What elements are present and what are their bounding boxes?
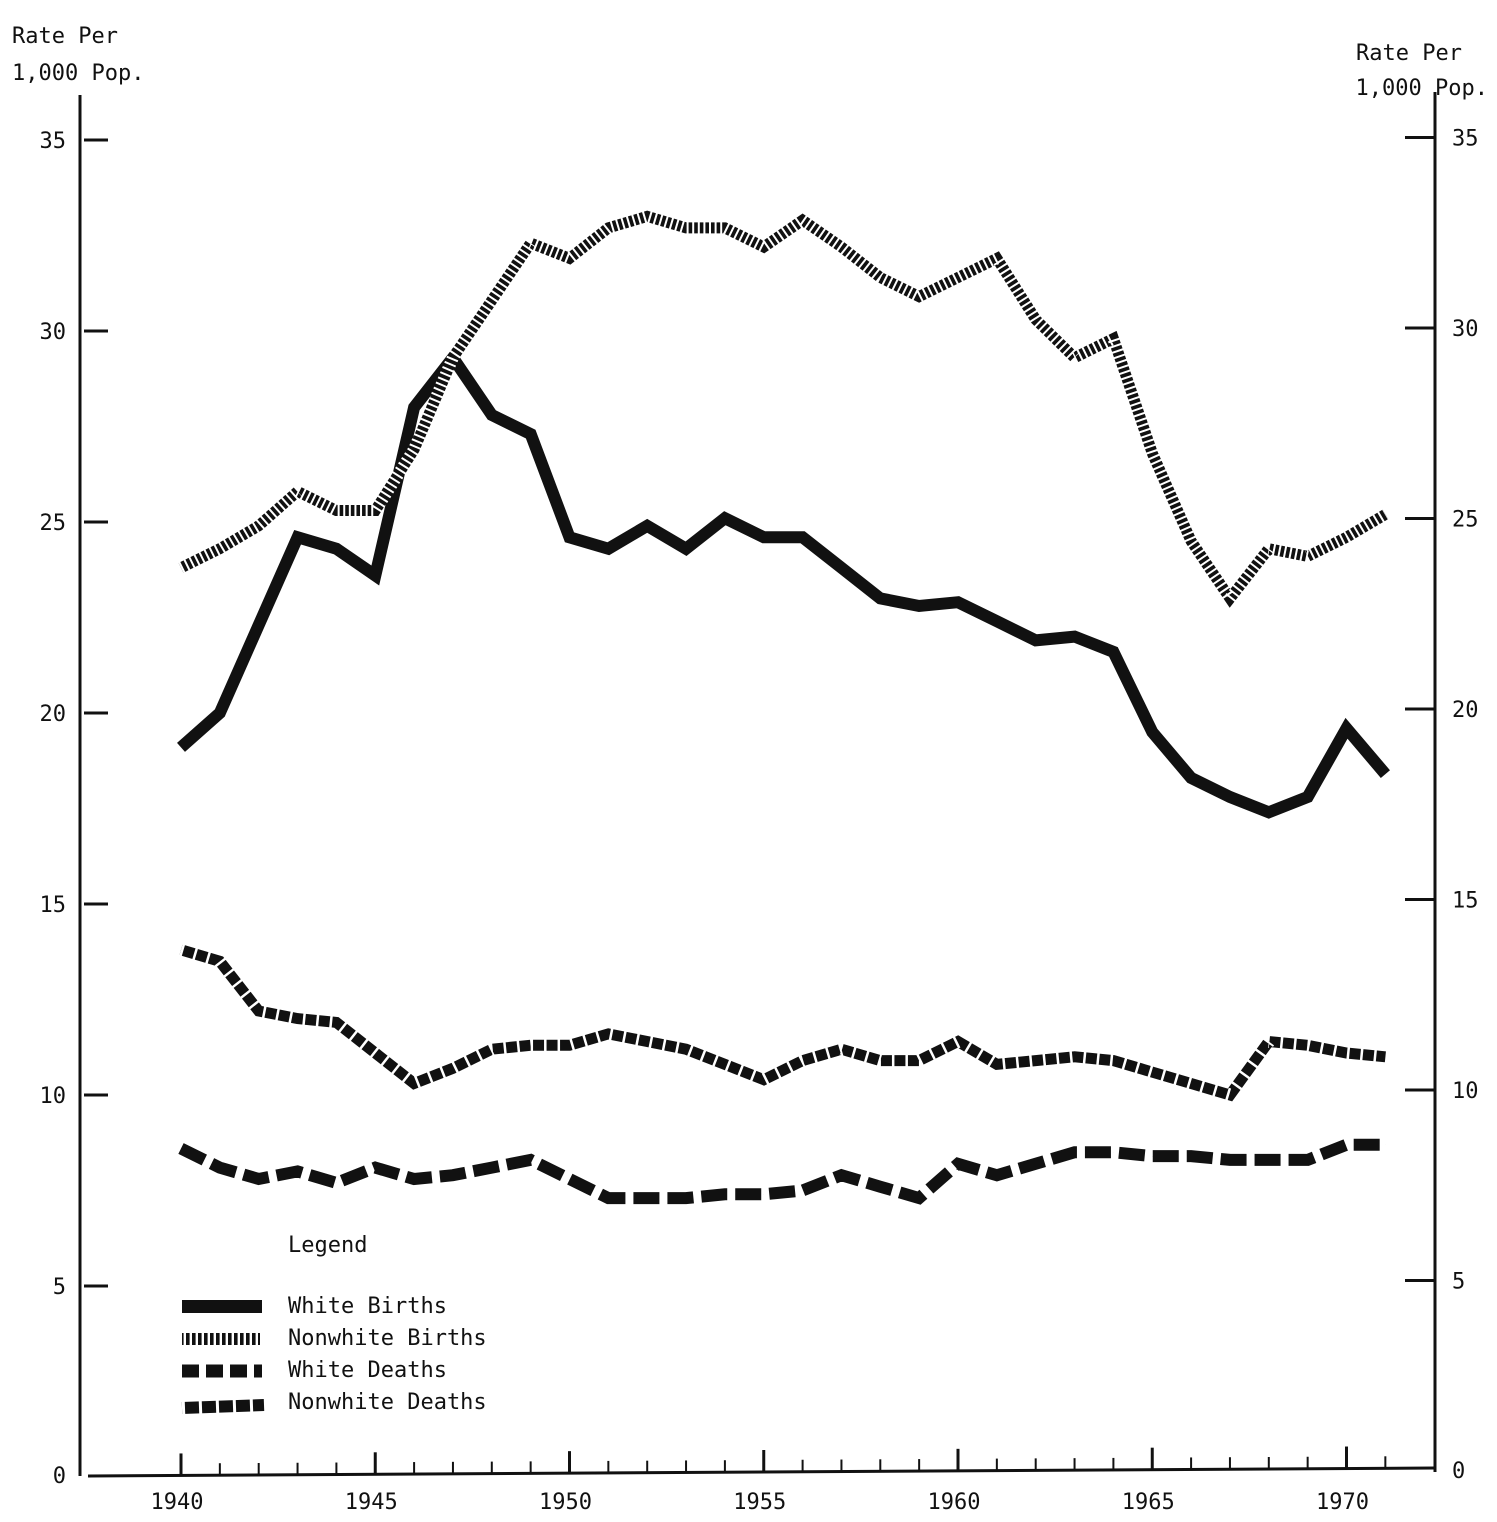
right-y-tick-label-20: 20 <box>1452 698 1479 723</box>
left-axis-title-line-2: 1,000 Pop. <box>12 61 144 86</box>
legend: Legend White Births Nonwhite Births Whit… <box>181 1233 487 1415</box>
left-y-tick-label-20: 20 <box>40 702 67 727</box>
right-y-tick-label-0: 0 <box>1452 1459 1465 1484</box>
legend-label-white-births: White Births <box>288 1294 447 1319</box>
left-y-tick-label-10: 10 <box>40 1084 67 1109</box>
line-white-deaths <box>178 1138 1386 1205</box>
series-layer <box>177 210 1390 1205</box>
x-tick-label-1945: 1945 <box>345 1490 398 1515</box>
right-y-tick-label-25: 25 <box>1452 508 1479 533</box>
legend-swatch-white-births <box>182 1300 262 1313</box>
legend-label-nonwhite-births: Nonwhite Births <box>288 1326 487 1351</box>
series-nonwhite-births <box>178 210 1389 609</box>
series-nonwhite-deaths <box>179 943 1387 1103</box>
right-y-tick-label-35: 35 <box>1452 127 1479 152</box>
tick-layer: 0 5 10 15 20 25 30 35 0 5 10 15 20 25 30 35 1940 1945 1950… <box>40 127 1479 1516</box>
x-tick-label-1940: 1940 <box>151 1490 204 1515</box>
right-y-tick-label-5: 5 <box>1452 1270 1465 1295</box>
legend-label-white-deaths: White Deaths <box>288 1358 447 1383</box>
right-y-tick-label-15: 15 <box>1452 889 1479 914</box>
line-white-births <box>177 347 1390 819</box>
left-y-tick-label-0: 0 <box>53 1464 66 1489</box>
x-tick-label-1955: 1955 <box>733 1490 786 1515</box>
left-y-tick-label-15: 15 <box>40 893 67 918</box>
legend-label-nonwhite-deaths: Nonwhite Deaths <box>288 1390 487 1415</box>
left-y-tick-label-5: 5 <box>53 1275 66 1300</box>
legend-swatch-nonwhite-deaths <box>181 1398 265 1415</box>
series-white-births <box>177 347 1390 819</box>
left-y-tick-label-35: 35 <box>40 129 67 154</box>
x-tick-label-1960: 1960 <box>928 1490 981 1515</box>
right-y-tick-label-10: 10 <box>1452 1079 1479 1104</box>
x-tick-label-1950: 1950 <box>539 1490 592 1515</box>
legend-title: Legend <box>288 1233 367 1258</box>
legend-swatch-nonwhite-births <box>182 1333 260 1345</box>
left-y-tick-label-25: 25 <box>40 511 67 536</box>
right-y-tick-label-30: 30 <box>1452 317 1479 342</box>
left-axis-title-line-1: Rate Per <box>12 24 118 49</box>
line-nonwhite-deaths <box>179 944 1386 1102</box>
left-y-tick-label-30: 30 <box>40 320 67 345</box>
series-white-deaths <box>178 1138 1386 1205</box>
right-axis-title-line-1: Rate Per <box>1356 41 1462 66</box>
right-axis-title-line-2: 1,000 Pop. <box>1356 76 1488 101</box>
x-axis-line <box>87 1466 1436 1478</box>
line-nonwhite-births <box>178 210 1389 608</box>
x-tick-label-1965: 1965 <box>1122 1490 1175 1515</box>
x-tick-label-1970: 1970 <box>1316 1490 1369 1515</box>
